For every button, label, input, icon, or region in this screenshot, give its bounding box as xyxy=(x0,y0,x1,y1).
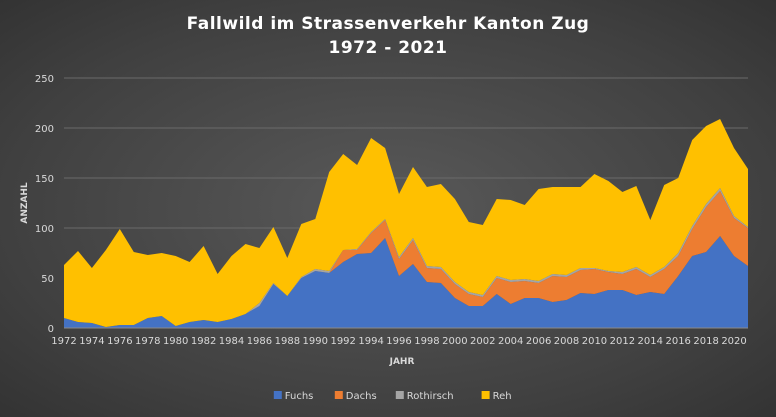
x-tick-label: 2018 xyxy=(693,336,718,347)
x-tick-label: 1978 xyxy=(135,336,160,347)
stacked-areas xyxy=(64,119,748,328)
x-tick-label: 1992 xyxy=(330,336,355,347)
legend-label-reh: Reh xyxy=(493,391,512,402)
legend: Fuchs Dachs Rothirsch Reh xyxy=(273,391,512,402)
chart-subtitle: 1972 - 2021 xyxy=(328,38,448,58)
legend-label-fuchs: Fuchs xyxy=(285,391,314,402)
x-tick-label: 1972 xyxy=(51,336,76,347)
x-tick-label: 1996 xyxy=(386,336,411,347)
chart-title: Fallwild im Strassenverkehr Kanton Zug xyxy=(186,14,590,34)
y-tick-label: 250 xyxy=(35,74,54,85)
area-reh xyxy=(64,119,748,327)
y-tick-label: 150 xyxy=(35,174,54,185)
y-tick-label: 0 xyxy=(48,324,54,335)
x-tick-label: 2010 xyxy=(582,336,607,347)
x-tick-label: 1974 xyxy=(79,336,104,347)
area-fuchs xyxy=(64,236,748,328)
x-tick-label: 2000 xyxy=(442,336,467,347)
x-tick-label: 2020 xyxy=(721,336,746,347)
x-tick-label: 1984 xyxy=(219,336,244,347)
x-tick-label: 1990 xyxy=(303,336,328,347)
x-tick-label: 1982 xyxy=(191,336,216,347)
x-tick-label: 2004 xyxy=(498,336,523,347)
legend-swatch-rothirsch xyxy=(395,391,404,399)
legend-swatch-dachs xyxy=(334,391,343,399)
x-tick-label: 1998 xyxy=(414,336,439,347)
x-axis-label: JAHR xyxy=(389,357,415,367)
x-tick-label: 2008 xyxy=(554,336,579,347)
x-tick-label: 2014 xyxy=(638,336,663,347)
legend-label-rothirsch: Rothirsch xyxy=(407,391,454,402)
x-tick-label: 2006 xyxy=(526,336,551,347)
x-tick-label: 1994 xyxy=(358,336,383,347)
legend-swatch-fuchs xyxy=(273,391,282,399)
x-tick-label: 2012 xyxy=(610,336,635,347)
y-tick-label: 100 xyxy=(35,224,54,235)
legend-swatch-reh xyxy=(481,391,490,399)
y-tick-label: 50 xyxy=(41,274,54,285)
area-dachs xyxy=(64,191,748,327)
y-axis-label: ANZAHL xyxy=(20,182,30,224)
x-tick-label: 1986 xyxy=(247,336,272,347)
y-tick-label: 200 xyxy=(35,124,54,135)
legend-label-dachs: Dachs xyxy=(346,391,377,402)
x-tick-label: 2016 xyxy=(665,336,690,347)
x-tick-label: 1976 xyxy=(107,336,132,347)
x-tick-label: 1980 xyxy=(163,336,188,347)
x-tick-label: 1988 xyxy=(275,336,300,347)
x-tick-label: 2002 xyxy=(470,336,495,347)
